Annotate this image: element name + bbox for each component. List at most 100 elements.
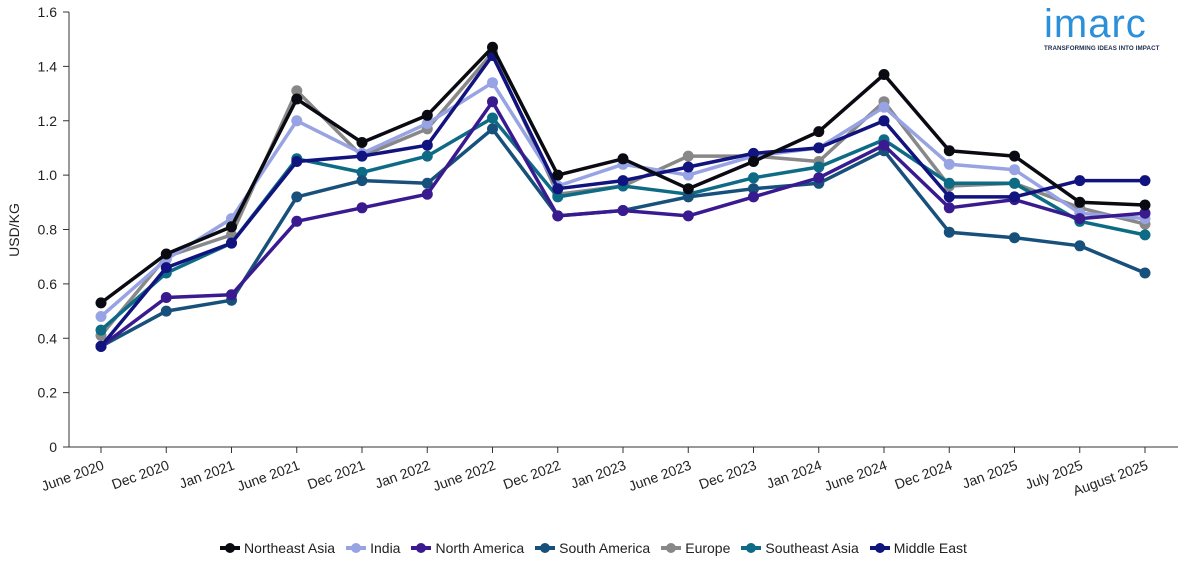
x-tick-label: August 2025	[1071, 457, 1151, 499]
data-point	[1074, 196, 1086, 208]
data-point	[1009, 232, 1020, 244]
data-point	[291, 191, 303, 203]
legend-item[interactable]: North America	[411, 540, 524, 556]
x-tick-label: Dec 2022	[501, 457, 563, 493]
series-line	[99, 99, 1147, 349]
data-point	[1139, 175, 1151, 187]
legend-swatch	[869, 543, 890, 553]
legend-item[interactable]: South America	[535, 540, 650, 556]
data-point	[813, 172, 825, 184]
series-northeast-asia	[95, 41, 1151, 309]
series-line	[99, 53, 1147, 349]
x-tick-label: June 2024	[822, 457, 889, 494]
series-line	[99, 51, 1147, 338]
data-point	[160, 248, 172, 260]
series-india	[95, 77, 1151, 322]
data-point	[356, 137, 368, 148]
logo-tagline: TRANSFORMING IDEAS INTO IMPACT	[1044, 45, 1160, 52]
legend-swatch-dot	[416, 543, 427, 553]
data-point	[682, 183, 694, 195]
x-tick-label: Dec 2020	[109, 457, 171, 493]
data-point	[95, 324, 107, 336]
y-tick-label: 0.8	[38, 222, 58, 238]
data-point	[682, 191, 694, 203]
data-point	[878, 101, 890, 113]
data-point	[552, 183, 564, 195]
data-point	[1009, 191, 1020, 203]
data-point	[552, 191, 564, 203]
legend-item[interactable]: India	[346, 540, 400, 556]
legend-item[interactable]: Middle East	[869, 540, 967, 556]
legend-label: South America	[559, 540, 651, 556]
x-tick-label: Jan 2022	[373, 457, 433, 492]
x-tick-label: Jan 2024	[764, 457, 824, 492]
x-tick-label: June 2021	[235, 457, 302, 494]
data-point	[1074, 240, 1086, 252]
data-point	[943, 177, 955, 189]
series-southeast-asia	[95, 112, 1151, 336]
series-line	[99, 116, 1147, 332]
data-point	[682, 169, 694, 181]
data-point	[421, 109, 433, 121]
data-point	[813, 161, 825, 173]
legend-label: Northeast Asia	[244, 540, 336, 556]
data-point	[943, 145, 955, 157]
data-point	[1074, 175, 1086, 187]
logo-wordmark: imarc	[1044, 2, 1147, 46]
y-axis-label: USD/KG	[6, 203, 22, 257]
x-tick-label: Jan 2023	[568, 457, 628, 492]
legend-swatch	[535, 543, 556, 553]
data-point	[813, 142, 825, 154]
data-point	[421, 150, 433, 162]
x-tick-label: June 2022	[431, 457, 498, 494]
data-point	[421, 139, 433, 151]
data-point	[943, 202, 955, 214]
legend-swatch	[220, 543, 241, 553]
data-point	[291, 85, 303, 97]
data-point	[356, 150, 368, 162]
data-point	[1009, 164, 1020, 176]
data-point	[813, 126, 825, 138]
y-tick-label: 1.6	[38, 4, 58, 20]
legend-label: North America	[435, 540, 525, 556]
data-point	[487, 96, 498, 108]
y-tick-label: 0.6	[38, 276, 58, 292]
data-point	[943, 158, 955, 170]
data-point	[95, 297, 107, 309]
data-point	[291, 215, 303, 227]
data-point	[878, 139, 890, 151]
data-point	[95, 340, 107, 352]
data-point	[291, 93, 303, 105]
data-point	[487, 123, 498, 135]
chart-legend: Northeast Asia India North America South Am…	[0, 540, 1187, 556]
data-point	[226, 289, 237, 301]
legend-swatch-dot	[540, 543, 551, 553]
data-point	[748, 156, 759, 167]
data-point	[1139, 267, 1151, 279]
legend-swatch	[661, 543, 682, 553]
legend-swatch-dot	[746, 543, 757, 553]
y-tick-label: 0	[49, 439, 57, 455]
x-tick-label: Dec 2023	[697, 457, 759, 493]
data-point	[552, 210, 564, 222]
legend-item[interactable]: Europe	[661, 540, 730, 556]
legend-item[interactable]: Southeast Asia	[741, 540, 859, 556]
legend-label: India	[370, 540, 401, 556]
x-tick-label: Dec 2021	[305, 457, 367, 493]
y-axis-ticks: 0 0.2 0.4 0.6 0.8 1.0 1.2 1.4 1.6	[38, 4, 69, 455]
data-point	[160, 305, 172, 317]
y-tick-label: 1.0	[38, 167, 58, 183]
data-point	[682, 210, 694, 222]
data-point	[1139, 229, 1151, 241]
y-tick-label: 0.4	[38, 330, 58, 346]
legend-swatch	[346, 543, 367, 553]
legend-item[interactable]: Northeast Asia	[220, 540, 335, 556]
legend-swatch	[741, 543, 762, 553]
x-tick-label: June 2020	[39, 457, 106, 494]
series-europe	[95, 47, 1151, 341]
data-point	[1139, 207, 1151, 219]
legend-swatch	[411, 543, 432, 553]
data-point	[617, 175, 629, 187]
legend-swatch-dot	[666, 543, 677, 553]
legend-label: Middle East	[893, 540, 967, 556]
